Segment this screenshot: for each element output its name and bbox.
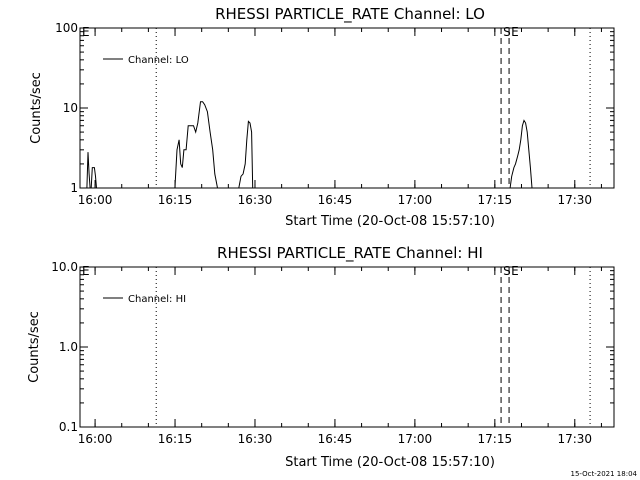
hi-legend-label: Channel: HI bbox=[128, 294, 186, 305]
lo-marker-label: S bbox=[503, 25, 511, 39]
hi-marker-label: E bbox=[511, 264, 519, 278]
lo-panel: RHESSI PARTICLE_RATE Channel: LO Start T… bbox=[29, 5, 615, 229]
hi-title: RHESSI PARTICLE_RATE Channel: HI bbox=[217, 244, 483, 263]
lo-frame bbox=[79, 27, 615, 189]
lo-xlabel: Start Time (20-Oct-08 15:57:10) bbox=[285, 214, 495, 229]
lo-marker-label: E bbox=[82, 25, 90, 39]
lo-ytick-label: 10 bbox=[63, 101, 78, 115]
hi-ytick-label: 0.1 bbox=[59, 420, 78, 434]
hi-marker-label: S bbox=[503, 264, 511, 278]
lo-xtick-label: 17:00 bbox=[398, 193, 433, 207]
hi-xtick-label: 17:00 bbox=[398, 432, 433, 446]
hi-ytick-label: 10.0 bbox=[51, 260, 78, 274]
hi-xtick-label: 17:15 bbox=[478, 432, 513, 446]
hi-marker-label: E bbox=[82, 264, 90, 278]
lo-xtick-label: 16:00 bbox=[78, 193, 113, 207]
lo-series-line bbox=[80, 101, 544, 189]
hi-ylabel: Counts/sec bbox=[27, 311, 42, 383]
lo-legend-label: Channel: LO bbox=[128, 55, 189, 66]
hi-xtick-label: 16:00 bbox=[78, 432, 113, 446]
lo-plot-area: 1 10 100 16:00 16:15 16:30 16:45 17:00 17:15 17:3… bbox=[55, 21, 615, 207]
lo-xtick-label: 17:15 bbox=[478, 193, 513, 207]
hi-xtick-label: 16:15 bbox=[158, 432, 193, 446]
lo-xtick-label: 16:30 bbox=[238, 193, 273, 207]
lo-xtick-label: 16:15 bbox=[158, 193, 193, 207]
hi-ytick-label: 1.0 bbox=[59, 340, 78, 354]
lo-marker-label: E bbox=[511, 25, 519, 39]
lo-title: RHESSI PARTICLE_RATE Channel: LO bbox=[215, 5, 485, 24]
lo-xtick-label: 17:30 bbox=[557, 193, 592, 207]
hi-xtick-label: 17:30 bbox=[557, 432, 592, 446]
hi-xtick-label: 16:30 bbox=[238, 432, 273, 446]
hi-xtick-label: 16:45 bbox=[318, 432, 353, 446]
lo-ytick-label: 1 bbox=[70, 181, 78, 195]
lo-xtick-label: 16:45 bbox=[318, 193, 353, 207]
hi-xlabel: Start Time (20-Oct-08 15:57:10) bbox=[285, 455, 495, 470]
hi-plot-area: 0.1 1.0 10.0 16:00 16:15 16:30 16:45 17:00 17:15… bbox=[51, 260, 615, 446]
hi-panel: RHESSI PARTICLE_RATE Channel: HI Start T… bbox=[27, 244, 615, 470]
lo-ylabel: Counts/sec bbox=[29, 72, 44, 144]
footer-timestamp: 15-Oct-2021 18:04 bbox=[571, 470, 638, 478]
hi-frame bbox=[79, 266, 615, 428]
lo-ytick-label: 100 bbox=[55, 21, 78, 35]
